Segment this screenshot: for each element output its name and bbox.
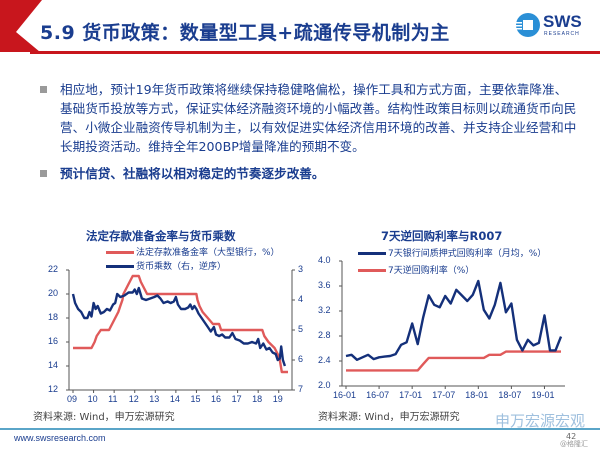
x-tick-label: 12 [128, 394, 139, 404]
bullet-list: 相应地，预计19年货币政策将继续保持稳健略偏松，操作工具和方式方面，主要依靠降准… [38, 80, 578, 183]
x-tick-label: 19 [272, 394, 283, 404]
x-tick-label: 09 [67, 394, 78, 404]
slide-header: 5.9 货币政策：数量型工具+疏通传导机制为主 SWS RESEARCH [0, 0, 600, 60]
logo-text: SWS [543, 12, 582, 31]
header-decoration [0, 0, 600, 54]
x-tick-label: 14 [169, 394, 180, 404]
sws-logo: SWS RESEARCH [515, 12, 595, 42]
x-tick-label: 17-01 [399, 390, 423, 400]
legend-swatch-red [106, 251, 134, 254]
x-tick-label: 18-01 [465, 390, 489, 400]
x-tick-label: 16 [211, 394, 222, 404]
y-tick-label: 3.2 [318, 305, 331, 315]
y2-tick-label: 5 [298, 324, 304, 334]
bullet-item: 相应地，预计19年货币政策将继续保持稳健略偏松，操作工具和方式方面，主要依靠降准… [38, 80, 578, 156]
y-tick-label: 2.4 [318, 355, 331, 365]
y-tick-label: 20 [48, 288, 59, 298]
y2-tick-label: 4 [298, 294, 304, 304]
x-tick-label: 11 [108, 394, 118, 404]
x-tick-label: 17 [231, 394, 242, 404]
right-legend-item-1: 7天银行间质押式回购利率（月均，%） [358, 246, 546, 259]
right-chart-source: 资料来源: Wind，申万宏源研究 [318, 412, 460, 423]
watermark: 申万宏源宏观 [495, 412, 586, 430]
y-tick-label: 18 [48, 312, 59, 322]
x-tick-label: 13 [149, 394, 160, 404]
left-chart-title: 法定存款准备金率与货币乘数 [86, 229, 236, 243]
page-title: 5.9 货币政策：数量型工具+疏通传导机制为主 [40, 22, 450, 44]
footer-url[interactable]: www.swsresearch.com [14, 433, 106, 443]
x-tick-label: 19-01 [531, 390, 555, 400]
legend-swatch-red [358, 269, 386, 272]
right-legend-item-2: 7天逆回购利率（%） [358, 263, 474, 276]
y-tick-label: 3.6 [318, 280, 331, 290]
left-legend-item-1: 法定存款准备金率（大型银行，%） [106, 245, 280, 258]
x-tick-label: 16-07 [366, 390, 390, 400]
page-number: 42 [566, 432, 577, 441]
left-legend-item-2: 货币乘数（右，逆序） [106, 259, 226, 272]
y-tick-label: 14 [48, 360, 59, 370]
watermark-small: @格隆汇 [560, 440, 588, 448]
x-tick-label: 18 [252, 394, 263, 404]
y-tick-label: 16 [48, 336, 59, 346]
logo-subtext: RESEARCH [544, 31, 580, 37]
x-tick-label: 10 [87, 394, 98, 404]
y2-tick-label: 3 [298, 264, 304, 274]
square-bullet-icon [40, 170, 47, 177]
y-tick-label: 22 [48, 264, 59, 274]
left-chart-source: 资料来源: Wind，申万宏源研究 [33, 412, 175, 423]
y2-tick-label: 6 [298, 354, 304, 364]
legend-label: 7天银行间质押式回购利率（月均，%） [388, 249, 547, 259]
logo-globe-icon [516, 13, 540, 37]
right-chart-title: 7天逆回购利率与R007 [381, 229, 503, 243]
x-tick-label: 16-01 [333, 390, 357, 400]
y-tick-label: 2.8 [318, 330, 331, 340]
y-tick-label: 4.0 [318, 255, 331, 265]
bullet-item: 预计信贷、社融将以相对稳定的节奏逐步改善。 [38, 164, 578, 183]
x-tick-label: 17-07 [432, 390, 456, 400]
bullet-text: 预计信贷、社融将以相对稳定的节奏逐步改善。 [60, 166, 325, 181]
legend-swatch-blue [106, 265, 134, 268]
square-bullet-icon [40, 86, 47, 93]
y2-tick-label: 7 [298, 384, 304, 394]
bullet-text: 相应地，预计19年货币政策将继续保持稳健略偏松，操作工具和方式方面，主要依靠降准… [60, 82, 577, 154]
legend-label: 货币乘数（右，逆序） [136, 262, 227, 272]
legend-swatch-blue [358, 252, 386, 255]
legend-label: 法定存款准备金率（大型银行，%） [136, 248, 280, 258]
footer-divider [0, 428, 600, 430]
x-tick-label: 18-07 [498, 390, 522, 400]
y-tick-label: 2.0 [318, 380, 331, 390]
x-tick-label: 15 [190, 394, 201, 404]
y-tick-label: 12 [48, 384, 59, 394]
legend-label: 7天逆回购利率（%） [388, 266, 475, 276]
